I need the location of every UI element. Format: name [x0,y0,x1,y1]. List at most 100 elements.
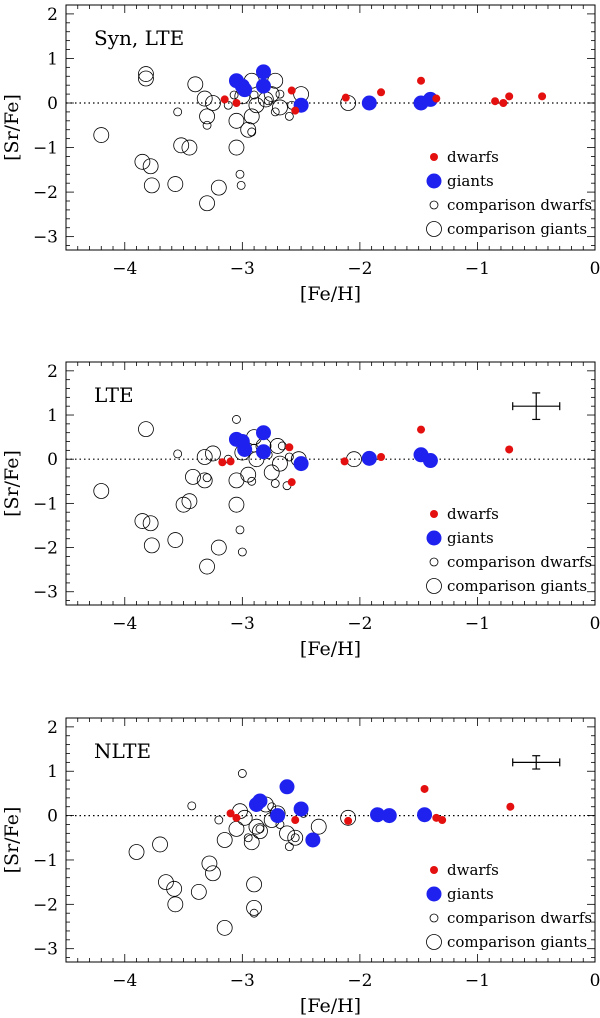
legend-label-giants: giants [447,885,494,903]
legend-label-giants: giants [447,172,494,190]
comparison-dwarfs-point [237,769,247,778]
y-tick-label: −2 [33,895,58,915]
comparison-giants-point [210,539,227,556]
giants-point [252,793,268,809]
y-tick-label: −3 [33,228,58,248]
dwarfs-point [505,92,514,101]
legend-marker-comparison-dwarfs [429,557,439,567]
series-comparison-dwarfs [187,769,308,918]
comparison-giants-point [240,466,257,483]
comparison-giants-point [175,496,192,513]
plot-frame [65,361,596,606]
comparison-giants-point [228,496,245,513]
legend-marker-comparison-giants [426,221,442,237]
y-tick-label: 2 [47,362,58,382]
y-tick-label: 2 [47,718,58,738]
comparison-dwarfs-point [235,169,245,179]
giants-point [361,95,377,111]
x-tick-label: −1 [465,259,490,279]
comparison-giants-point [173,137,190,154]
comparison-giants-point [143,177,160,194]
legend-label-dwarfs: dwarfs [447,148,499,166]
series-comparison-dwarfs [173,89,297,190]
legend-marker-comparison-dwarfs [429,200,439,210]
comparison-dwarfs-point [237,547,247,557]
comparison-giants-point [201,855,218,872]
comparison-giants-point [210,179,227,196]
comparison-giants-point [263,464,280,481]
comparison-giants-point [272,99,288,116]
dwarfs-point [505,445,514,454]
dwarfs-point [226,457,235,466]
legend-marker-comparison-dwarfs [429,913,439,923]
comparison-dwarfs-point [187,801,197,811]
comparison-dwarfs-point [173,449,183,459]
dwarfs-point [340,457,349,466]
dwarfs-point [218,458,227,467]
comparison-giants-point [93,127,110,143]
comparison-dwarfs-point [247,476,257,486]
comparison-giants-point [216,832,233,848]
y-tick-label: −1 [33,851,58,871]
dwarfs-point [232,99,241,107]
comparison-dwarfs-point [290,833,300,843]
giants-point [270,808,286,824]
comparison-dwarfs-point [232,415,241,424]
legend-marker-giants [426,173,442,189]
comparison-giants-point [246,899,262,916]
comparison-giants-point [287,829,304,846]
x-tick-label: −3 [230,259,255,279]
giants-point [279,779,295,795]
giants-point [255,64,271,80]
dwarfs-point [538,92,547,101]
comparison-dwarfs-point [214,815,224,825]
y-tick-label: −3 [33,583,58,603]
comparison-giants-point [138,66,154,82]
panel-label: LTE [94,383,134,407]
comparison-dwarfs-point [270,479,280,488]
legend-label-comparison-giants: comparison giants [447,220,587,238]
x-tick-label: −3 [230,614,255,634]
comparison-giants-point [243,108,260,125]
series-comparison-giants [93,421,362,575]
y-tick-label: 0 [47,450,58,470]
comparison-giants-point [167,532,184,548]
y-tick-label: 2 [47,5,58,25]
dwarfs-point [226,809,235,818]
panel-nlte: −4 −3 −2 −1 0 −3 −2 −1 0 1 2 [Fe/H] [Sr/Fe] NLTE dwarf… [1,717,600,1017]
dwarfs-point [344,816,353,825]
dwarfs-point [417,425,426,434]
legend-label-comparison-dwarfs: comparison dwarfs [447,196,592,214]
comparison-dwarfs-point [202,120,212,130]
comparison-giants-point [243,834,260,851]
comparison-giants-point [167,896,184,913]
comparison-giants-point [196,472,213,489]
dwarfs-point [291,816,300,825]
y-tick-label: 1 [47,49,58,69]
comparison-giants-point [263,86,280,102]
legend-marker-comparison-giants [426,934,442,950]
comparison-giants-point [246,876,262,893]
dwarfs-point [291,106,300,115]
x-tick-label: −4 [112,614,137,634]
y-axis-title: [Sr/Fe] [1,807,23,874]
dwarfs-point [491,97,500,106]
comparison-dwarfs-point [284,452,294,462]
panel-syn-lte: −4 −3 −2 −1 0 −3 −2 −1 0 1 2 [Fe/H] [Sr/Fe] Syn, LTE d… [1,4,600,305]
panel-label: NLTE [94,739,151,763]
y-tick-label: 1 [47,762,58,782]
series-giants [248,779,433,848]
comparison-giants-point [138,70,154,87]
comparison-giants-point [199,195,215,212]
series-comparison-giants [93,66,357,212]
x-axis-title: [Fe/H] [300,995,361,1017]
x-tick-label: −3 [230,971,255,991]
legend-label-dwarfs: dwarfs [447,505,499,523]
comparison-giants-point [248,818,265,835]
comparison-dwarfs-point [284,111,294,121]
giants-point [255,444,271,460]
comparison-giants-point [185,468,201,485]
comparison-dwarfs-point [243,833,253,843]
dwarfs-point [287,478,296,487]
comparison-giants-point [158,874,174,891]
